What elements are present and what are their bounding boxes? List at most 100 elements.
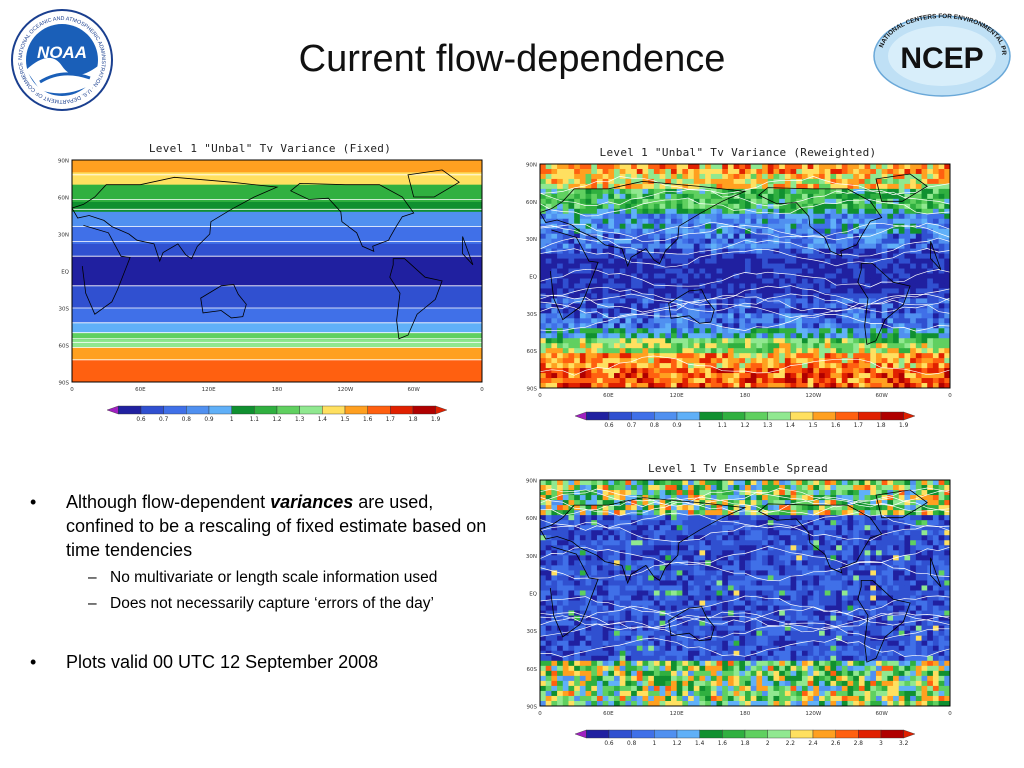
field-cell — [790, 353, 797, 359]
field-cell — [927, 273, 934, 279]
field-cell — [819, 238, 826, 245]
field-cell — [750, 580, 757, 586]
field-cell — [915, 535, 922, 541]
field-cell — [750, 173, 757, 180]
field-cell — [608, 203, 615, 210]
field-cell — [773, 500, 780, 506]
field-cell — [688, 495, 695, 501]
field-cell — [551, 505, 558, 511]
field-cell — [727, 268, 735, 274]
field-cell — [779, 323, 786, 329]
field-cell — [773, 535, 780, 541]
field-cell — [648, 308, 655, 314]
field-cell — [887, 208, 894, 215]
field-cell — [716, 193, 723, 200]
field-cell — [938, 535, 945, 541]
field-cell — [682, 323, 689, 329]
field-cell — [932, 550, 940, 556]
field-cell — [938, 560, 945, 566]
field-cell — [893, 545, 900, 551]
field-cell — [653, 218, 660, 225]
field-cell — [574, 565, 581, 571]
field-band — [72, 216, 482, 220]
field-cell — [562, 495, 569, 501]
field-cell — [790, 480, 797, 486]
field-cell — [875, 258, 883, 264]
field-cell — [898, 530, 905, 536]
field-cell — [807, 164, 814, 170]
field-cell — [676, 505, 683, 511]
field-cell — [887, 243, 894, 250]
field-cell — [824, 208, 831, 215]
field-cell — [699, 570, 706, 576]
field-cell — [614, 368, 621, 374]
field-cell — [665, 178, 672, 185]
field-band — [72, 189, 482, 193]
field-cell — [699, 520, 706, 526]
field-cell — [932, 545, 940, 551]
field-cell — [562, 505, 569, 511]
field-cell — [722, 183, 729, 190]
field-cell — [813, 565, 820, 571]
field-cell — [784, 353, 791, 359]
field-cell — [893, 550, 900, 556]
field-cell — [756, 213, 763, 220]
field-cell — [631, 313, 638, 319]
field-cell — [653, 183, 660, 190]
field-cell — [881, 383, 888, 388]
field-cell — [727, 373, 735, 379]
field-cell — [568, 530, 575, 536]
field-cell — [813, 515, 820, 521]
field-cell — [619, 510, 626, 516]
field-cell — [596, 293, 604, 299]
field-cell — [659, 293, 666, 299]
noaa-seal-icon: NOAA NATIONAL OCEANIC AND ATMOSPHERIC AD… — [11, 9, 113, 111]
field-cell — [591, 495, 598, 501]
field-cell — [602, 378, 609, 384]
field-cell — [932, 363, 940, 369]
field-cell — [591, 378, 598, 384]
field-cell — [642, 164, 649, 170]
field-cell — [676, 515, 683, 521]
field-cell — [648, 168, 655, 175]
field-band — [72, 179, 482, 183]
field-cell — [557, 183, 564, 190]
field-cell — [881, 298, 888, 304]
field-cell — [830, 283, 837, 289]
field-cell — [682, 183, 689, 190]
field-cell — [881, 208, 888, 215]
field-cell — [767, 540, 774, 546]
field-cell — [596, 373, 604, 379]
field-cell — [756, 353, 763, 359]
field-cell — [710, 363, 717, 369]
field-cell — [921, 208, 928, 215]
field-cell — [762, 500, 769, 506]
coastline — [857, 263, 911, 345]
field-cell — [807, 358, 814, 364]
field-cell — [710, 283, 717, 289]
field-cell — [574, 585, 581, 591]
field-cell — [614, 510, 621, 516]
field-cell — [853, 238, 860, 245]
field-cell — [540, 378, 547, 384]
field-cell — [898, 480, 905, 486]
field-cell — [557, 318, 564, 324]
field-cell — [773, 203, 780, 210]
field-cell — [688, 318, 695, 324]
field-cell — [551, 363, 558, 369]
field-cell — [875, 178, 883, 185]
field-cell — [557, 303, 564, 309]
field-cell — [875, 500, 883, 506]
field-cell — [824, 178, 831, 185]
field-cell — [784, 338, 791, 344]
field-cell — [870, 333, 877, 339]
field-cell — [619, 570, 626, 576]
field-cell — [813, 263, 820, 269]
field-cell — [682, 368, 689, 374]
field-cell — [853, 243, 860, 250]
field-cell — [915, 530, 922, 536]
lat-tick-label: 90S — [527, 387, 538, 393]
field-cell — [824, 318, 831, 324]
field-cell — [574, 333, 581, 339]
field-cell — [870, 248, 877, 254]
